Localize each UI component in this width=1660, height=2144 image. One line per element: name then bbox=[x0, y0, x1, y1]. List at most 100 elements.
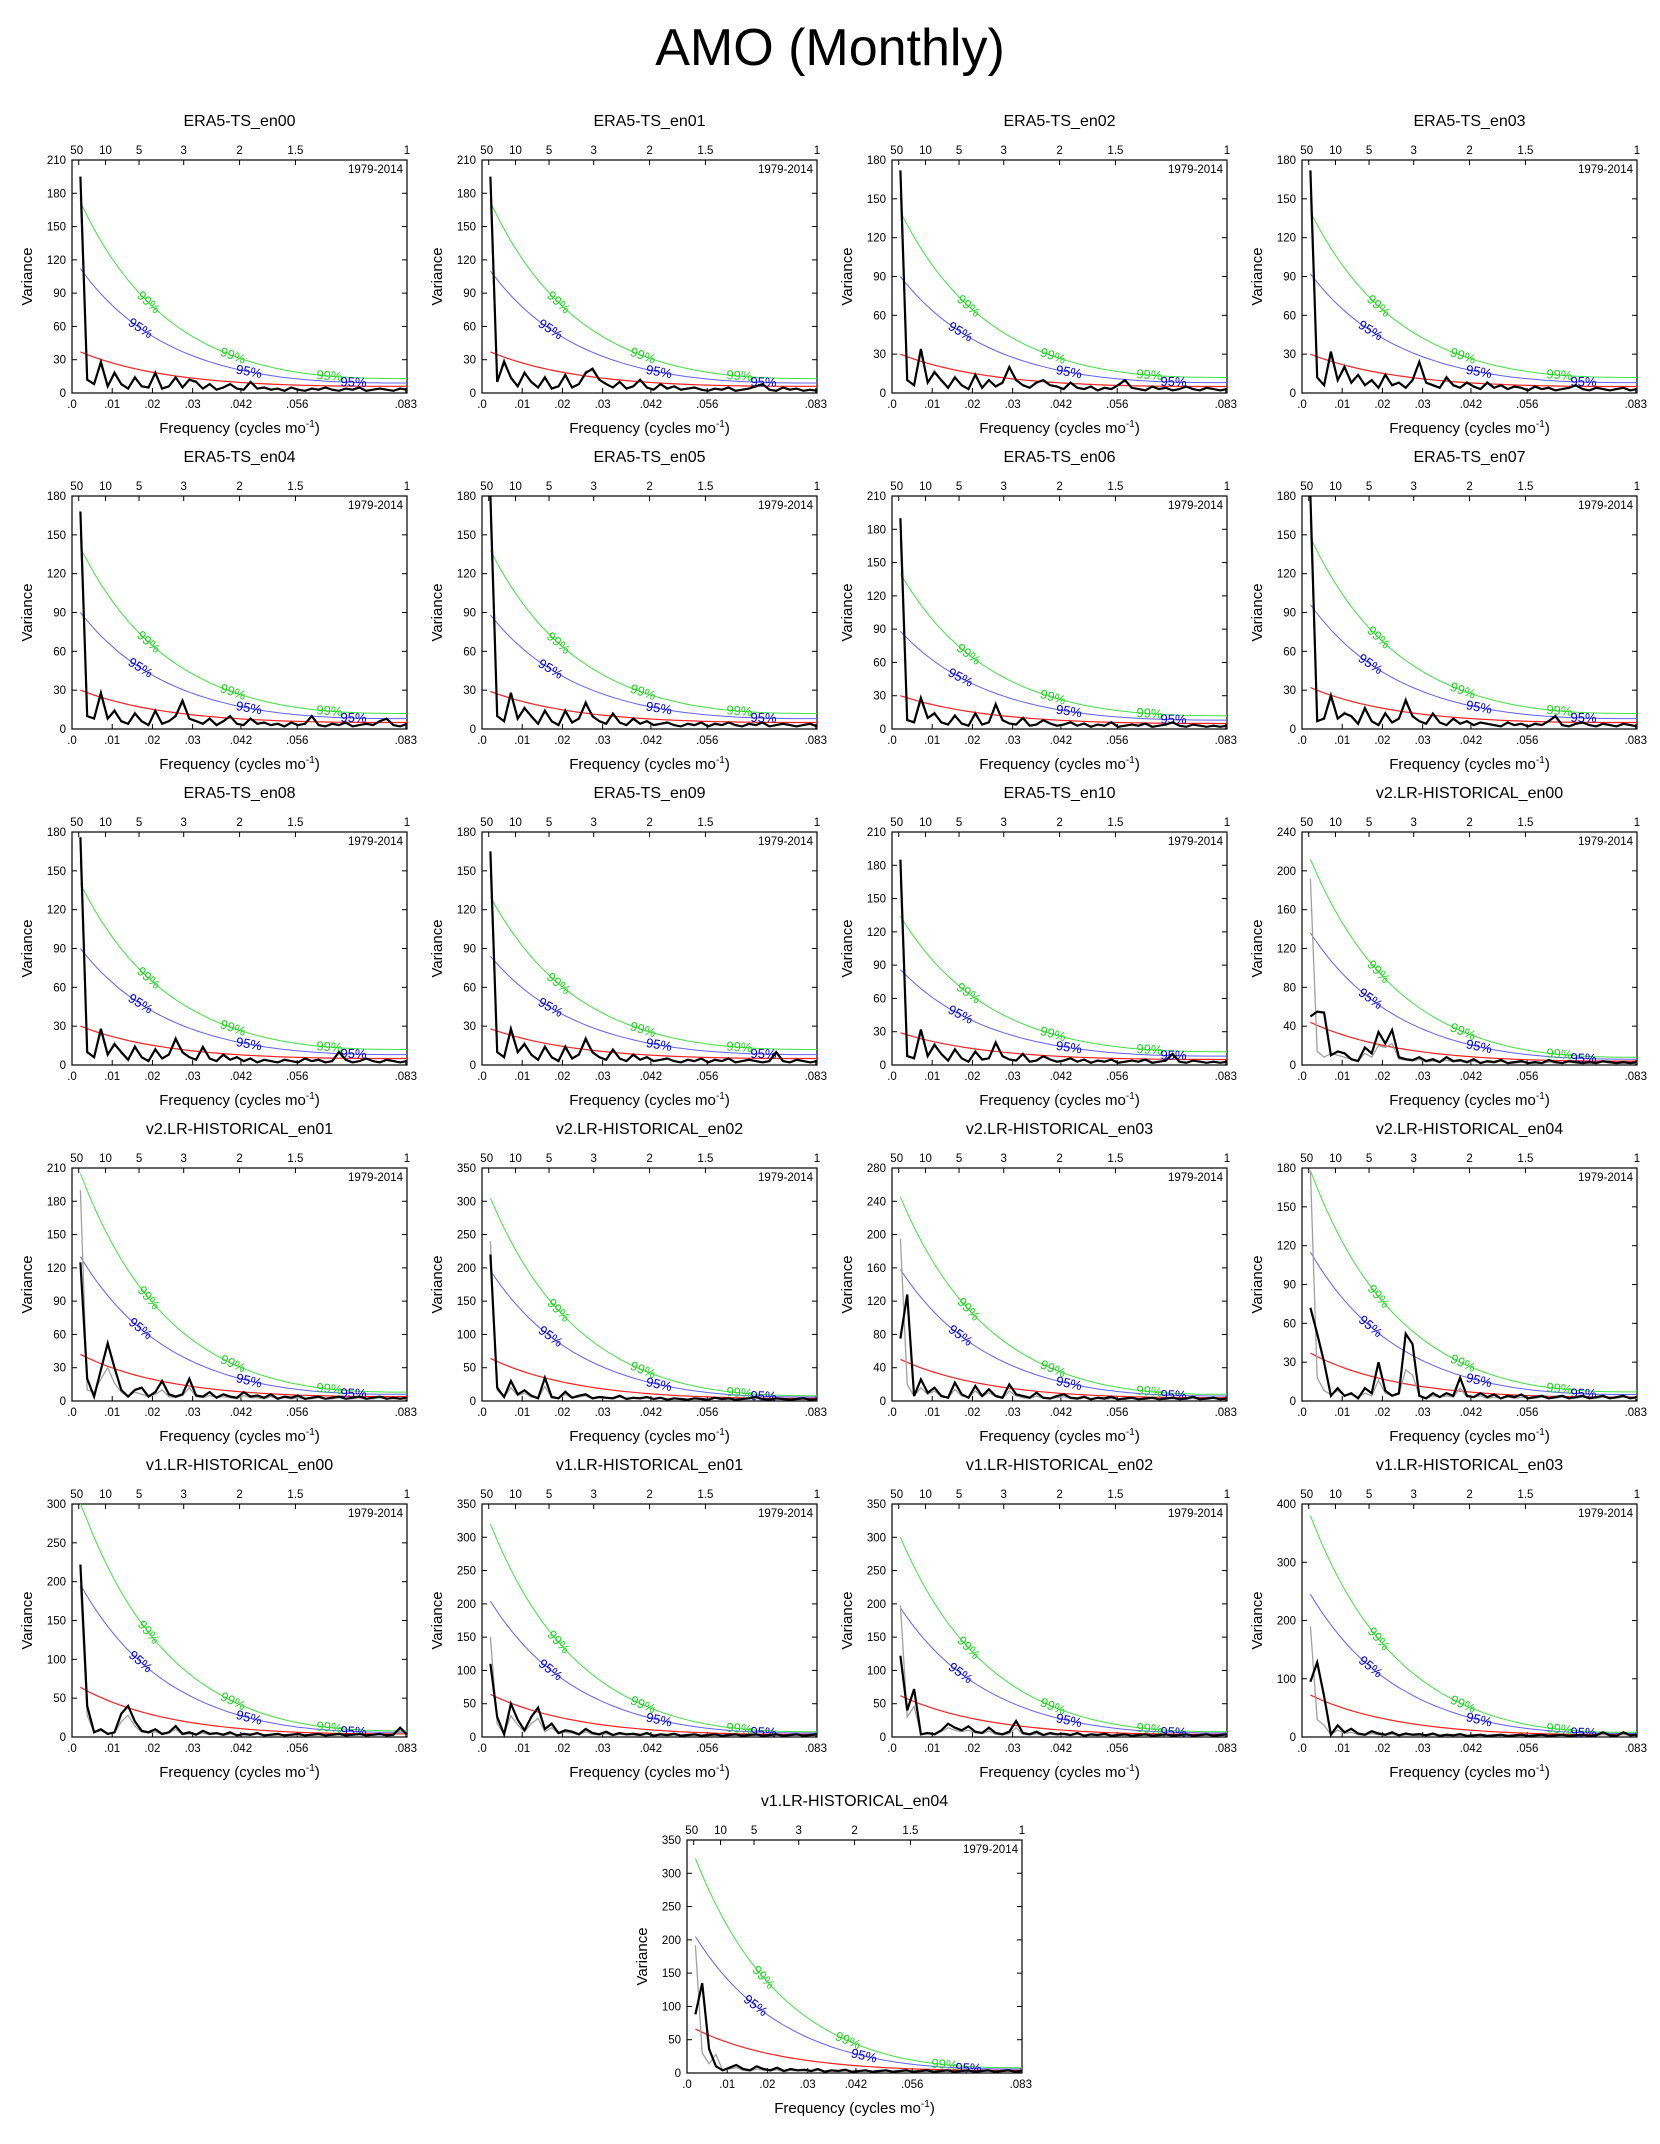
confidence-label: 95% bbox=[955, 2060, 982, 2076]
y-tick-label: 0 bbox=[470, 1732, 476, 1744]
confidence-label: 99% bbox=[1136, 1041, 1163, 1058]
top-tick-label: 10 bbox=[714, 1825, 727, 1837]
confidence-label: 99% bbox=[726, 1384, 754, 1401]
top-tick-label: 2 bbox=[1056, 481, 1062, 493]
panel-title: ERA5-TS_en09 bbox=[593, 785, 705, 802]
x-tick-label: .083 bbox=[1215, 1407, 1237, 1419]
y-tick-label: 30 bbox=[53, 355, 66, 367]
x-axis-label: Frequency (cycles mo-1) bbox=[569, 1091, 730, 1109]
x-tick-label: .0 bbox=[67, 399, 77, 411]
x-axis-label: Frequency (cycles mo-1) bbox=[979, 1091, 1140, 1109]
x-tick-label: .01 bbox=[924, 399, 940, 411]
y-tick-label: 120 bbox=[47, 569, 66, 581]
x-tick-label: .042 bbox=[640, 399, 662, 411]
top-tick-label: 1 bbox=[404, 1489, 410, 1501]
spectrum-line bbox=[1309, 1010, 1638, 1065]
y-tick-label: 50 bbox=[463, 1363, 476, 1375]
y-tick-label: 50 bbox=[873, 1699, 886, 1711]
top-tick-label: 1.5 bbox=[697, 145, 713, 157]
top-tick-label: 3 bbox=[181, 145, 187, 157]
confidence-label: 95% bbox=[946, 1002, 976, 1027]
top-tick-label: 3 bbox=[796, 1825, 802, 1837]
top-tick-label: 3 bbox=[1001, 145, 1007, 157]
red-noise-curve bbox=[900, 353, 1227, 388]
x-axis-label: Frequency (cycles mo-1) bbox=[979, 419, 1140, 437]
x-tick-label: .03 bbox=[185, 735, 201, 747]
top-tick-label: 50 bbox=[70, 1489, 83, 1501]
confidence-label: 95% bbox=[1465, 697, 1494, 717]
y-tick-label: 210 bbox=[47, 155, 66, 167]
confidence-label: 99% bbox=[316, 1718, 344, 1736]
y-tick-label: 150 bbox=[47, 1616, 66, 1628]
x-tick-label: .0 bbox=[477, 1071, 487, 1083]
y-tick-label: 180 bbox=[47, 188, 66, 200]
spectrum-panel: ERA5-TS_en041979-20140306090120150180Var… bbox=[19, 449, 417, 773]
ci95-curve bbox=[1310, 273, 1637, 384]
y-tick-label: 0 bbox=[1290, 724, 1296, 736]
period-label: 1979-2014 bbox=[1168, 836, 1224, 848]
y-tick-label: 200 bbox=[457, 1599, 476, 1611]
confidence-label: 95% bbox=[1160, 1387, 1187, 1403]
x-tick-label: .02 bbox=[964, 1407, 980, 1419]
top-tick-label: 10 bbox=[509, 1489, 522, 1501]
ci95-curve bbox=[490, 955, 817, 1056]
y-tick-label: 90 bbox=[53, 608, 66, 620]
x-tick-label: .083 bbox=[1215, 1071, 1237, 1083]
spectrum-panel: v1.LR-HISTORICAL_en041979-20140501001502… bbox=[634, 1793, 1032, 2117]
x-tick-label: .01 bbox=[1334, 735, 1350, 747]
x-tick-label: .083 bbox=[395, 735, 417, 747]
x-tick-label: .03 bbox=[1415, 1071, 1431, 1083]
y-axis-label: Variance bbox=[839, 247, 856, 305]
ci95-curve bbox=[1309, 1594, 1637, 1734]
top-tick-label: 50 bbox=[685, 1825, 698, 1837]
x-tick-label: .01 bbox=[104, 1407, 120, 1419]
x-tick-label: .056 bbox=[1106, 1407, 1128, 1419]
panel-title: v1.LR-HISTORICAL_en02 bbox=[966, 1457, 1153, 1474]
x-tick-label: .01 bbox=[719, 2079, 735, 2091]
top-tick-label: 50 bbox=[890, 817, 903, 829]
y-tick-label: 0 bbox=[880, 1732, 886, 1744]
top-tick-label: 50 bbox=[480, 1489, 493, 1501]
top-tick-label: 2 bbox=[1466, 817, 1472, 829]
y-tick-label: 120 bbox=[867, 591, 886, 603]
red-noise-curve bbox=[490, 351, 817, 387]
confidence-label: 95% bbox=[340, 1723, 367, 1739]
period-label: 1979-2014 bbox=[348, 836, 404, 848]
top-tick-label: 1.5 bbox=[697, 1153, 713, 1165]
x-tick-label: .03 bbox=[1415, 1407, 1431, 1419]
y-tick-label: 0 bbox=[1290, 1060, 1296, 1072]
y-tick-label: 100 bbox=[1277, 1674, 1296, 1686]
spectrum-panel: ERA5-TS_en001979-20140306090120150180210… bbox=[19, 113, 417, 437]
confidence-label: 99% bbox=[1546, 1380, 1574, 1398]
y-tick-label: 100 bbox=[457, 1665, 476, 1677]
y-tick-label: 0 bbox=[60, 1732, 66, 1744]
y-tick-label: 250 bbox=[662, 1902, 681, 1914]
top-tick-label: 50 bbox=[480, 817, 493, 829]
ci99-curve bbox=[899, 573, 1227, 717]
top-tick-label: 1 bbox=[1634, 817, 1640, 829]
y-tick-label: 90 bbox=[53, 1296, 66, 1308]
confidence-label: 95% bbox=[1356, 985, 1386, 1013]
panel-title: v1.LR-HISTORICAL_en03 bbox=[1376, 1457, 1563, 1474]
y-tick-label: 350 bbox=[457, 1499, 476, 1511]
x-tick-label: .056 bbox=[696, 1407, 718, 1419]
ci99-curve bbox=[899, 916, 1227, 1053]
top-tick-label: 3 bbox=[1411, 1489, 1417, 1501]
top-tick-label: 1.5 bbox=[1517, 145, 1533, 157]
y-axis-label: Variance bbox=[1249, 919, 1266, 977]
spectrum-panel: ERA5-TS_en091979-20140306090120150180Var… bbox=[429, 785, 827, 1109]
x-tick-label: .056 bbox=[1106, 1743, 1128, 1755]
x-tick-label: .01 bbox=[514, 399, 530, 411]
ci99-curve bbox=[1309, 1170, 1637, 1393]
top-tick-label: 1.5 bbox=[1107, 817, 1123, 829]
x-tick-label: .056 bbox=[696, 399, 718, 411]
x-tick-label: .01 bbox=[1334, 1407, 1350, 1419]
top-tick-label: 10 bbox=[509, 817, 522, 829]
top-tick-label: 1.5 bbox=[1517, 1153, 1533, 1165]
confidence-label: 95% bbox=[850, 2045, 879, 2065]
confidence-label: 95% bbox=[1160, 374, 1187, 390]
red-noise-curve bbox=[900, 1695, 1227, 1735]
x-tick-label: .01 bbox=[104, 1743, 120, 1755]
y-tick-label: 180 bbox=[1277, 491, 1296, 503]
x-tick-label: .03 bbox=[595, 399, 611, 411]
